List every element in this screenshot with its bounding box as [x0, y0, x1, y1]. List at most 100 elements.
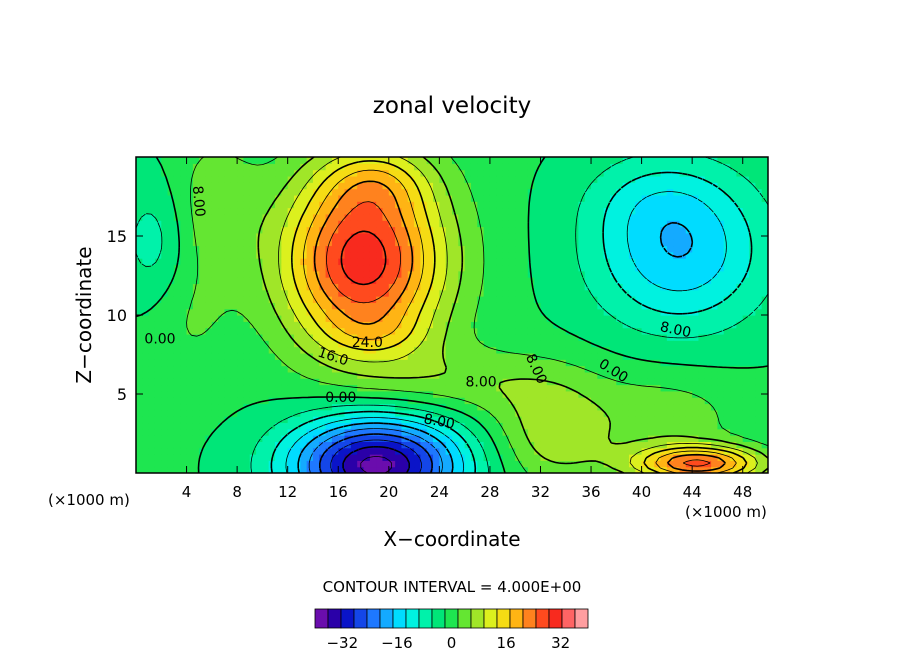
contour-cell — [521, 333, 529, 341]
contour-cell — [464, 327, 472, 335]
contour-cell — [142, 466, 150, 473]
contour-cell — [243, 296, 251, 303]
contour-cell — [243, 346, 251, 354]
contour-cell — [483, 232, 491, 240]
contour-cell — [211, 163, 219, 171]
contour-cell — [711, 390, 719, 398]
contour-cell — [161, 201, 169, 209]
contour-cell — [470, 447, 478, 455]
contour-cell — [275, 435, 282, 442]
contour-cell — [205, 466, 213, 473]
contour-cell — [540, 232, 548, 240]
contour-cell — [578, 340, 586, 348]
contour-cell — [559, 378, 567, 386]
contour-cell — [243, 447, 251, 455]
contour-cell — [749, 315, 756, 322]
contour-cell — [256, 397, 263, 405]
contour-cell — [433, 213, 440, 221]
contour-cell — [464, 416, 472, 424]
contour-cell — [685, 460, 693, 468]
contour-cell — [546, 422, 554, 430]
contour-cell — [433, 454, 440, 461]
contour-cell — [338, 422, 346, 430]
contour-cell — [559, 428, 567, 436]
contour-cell — [515, 441, 523, 449]
contour-cell — [717, 289, 725, 297]
contour-cell — [622, 346, 630, 354]
contour-cell — [584, 416, 592, 424]
contour-cell — [711, 333, 719, 341]
contour-cell — [388, 371, 396, 379]
contour-cell — [591, 333, 598, 341]
contour-cell — [180, 194, 188, 202]
contour-cell — [578, 277, 586, 284]
contour-cell — [584, 460, 592, 468]
contour-cell — [275, 333, 282, 341]
contour-cell — [331, 422, 339, 430]
contour-cell — [527, 220, 535, 228]
contour-cell — [154, 371, 162, 379]
contour-cell — [218, 365, 226, 373]
contour-cell — [654, 371, 662, 379]
contour-cell — [723, 422, 731, 430]
contour-cell — [723, 213, 731, 221]
contour-cell — [306, 207, 314, 215]
contour-cell — [262, 365, 270, 373]
contour-cell — [736, 460, 744, 468]
contour-cell — [704, 333, 712, 341]
contour-cell — [382, 283, 390, 291]
contour-cell — [294, 321, 301, 329]
contour-cell — [704, 289, 712, 297]
contour-cell — [414, 371, 421, 379]
contour-cell — [281, 163, 289, 171]
contour-cell — [616, 422, 624, 430]
contour-cell — [167, 390, 175, 398]
contour-cell — [666, 194, 674, 202]
contour-cell — [521, 460, 529, 468]
contour-cell — [243, 289, 251, 297]
contour-cell — [464, 447, 472, 455]
contour-cell — [211, 213, 219, 221]
contour-cell — [692, 346, 700, 354]
contour-cell — [641, 270, 649, 278]
contour-cell — [173, 264, 181, 272]
contour-cell — [388, 346, 396, 354]
contour-cell — [414, 409, 421, 417]
contour-cell — [312, 371, 320, 379]
contour-cell — [376, 213, 384, 221]
contour-cell — [515, 447, 523, 455]
contour-cell — [414, 163, 421, 171]
contour-cell — [180, 466, 188, 473]
contour-cell — [388, 359, 396, 367]
contour-cell — [414, 397, 421, 405]
contour-cell — [243, 270, 251, 278]
contour-cell — [527, 340, 535, 348]
contour-cell — [294, 333, 301, 341]
contour-cell — [610, 213, 617, 221]
contour-cell — [496, 409, 504, 417]
contour-cell — [572, 428, 579, 436]
contour-cell — [382, 403, 390, 411]
contour-cell — [439, 435, 447, 442]
contour-cell — [711, 270, 719, 278]
contour-cell — [483, 175, 491, 183]
contour-cell — [717, 157, 725, 164]
contour-cell — [230, 359, 238, 367]
contour-cell — [325, 207, 333, 215]
contour-cell — [173, 403, 181, 411]
contour-cell — [603, 447, 611, 455]
contour-cell — [357, 239, 365, 247]
contour-cell — [142, 157, 150, 164]
contour-cell — [692, 188, 700, 196]
contour-cell — [546, 384, 554, 392]
contour-cell — [717, 409, 725, 417]
contour-cell — [736, 169, 744, 177]
contour-cell — [136, 201, 143, 209]
contour-cell — [578, 188, 586, 196]
contour-cell — [357, 277, 365, 284]
contour-cell — [603, 422, 611, 430]
contour-cell — [647, 333, 655, 341]
contour-cell — [237, 315, 245, 322]
contour-cell — [281, 403, 289, 411]
contour-cell — [572, 258, 579, 266]
